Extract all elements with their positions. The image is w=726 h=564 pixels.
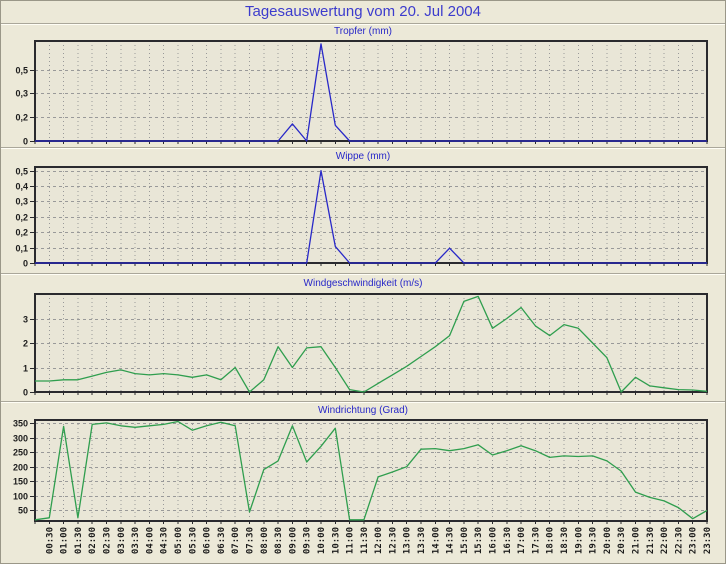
data-line-3 [35,295,708,393]
x-tick-label: 17:00 [517,527,527,554]
plot-area [35,41,707,141]
divider [1,401,725,403]
x-tick-label: 23:30 [703,527,713,554]
chart-title-wippe: Wippe (mm) [335,151,391,162]
y-tick-label: 100 [13,492,28,502]
y-tick-label: 0 [23,388,28,398]
y-tick-label: 0 [23,259,28,269]
x-tick-label: 08:00 [260,527,270,554]
x-tick-label: 05:30 [188,527,198,554]
x-tick-label: 15:00 [460,527,470,554]
x-tick-label: 13:00 [403,527,413,554]
x-tick-label: 14:00 [431,527,441,554]
page-title: Tagesauswertung vom 20. Jul 2004 [245,3,481,20]
x-tick-label: 03:00 [117,527,127,554]
y-tick-label: 0 [23,137,28,147]
x-tick-label: 17:30 [531,527,541,554]
y-tick-label: 300 [13,434,28,444]
x-tick-label: 23:00 [689,527,699,554]
x-tick-label: 22:00 [660,527,670,554]
y-tick-label: 0,2 [15,228,28,238]
y-tick-label: 0,3 [15,197,28,207]
x-tick-label: 12:00 [374,527,384,554]
x-tick-label: 16:30 [503,527,513,554]
data-line-4 [34,420,708,521]
x-tick-label: 11:30 [360,527,370,554]
y-tick-label: 350 [13,419,28,429]
x-tick-label: 08:30 [274,527,284,554]
y-tick-label: 0,5 [15,167,28,177]
x-tick-label: 18:00 [546,527,556,554]
y-tick-label: 0,3 [15,89,28,99]
plot-border [34,293,708,393]
x-tick-label: 09:00 [288,527,298,554]
x-tick-label: 03:30 [131,527,141,554]
x-tick-label: 02:00 [88,527,98,554]
x-tick-label: 22:30 [674,527,684,554]
x-tick-label: 07:00 [231,527,241,554]
y-tick-label: 150 [13,477,28,487]
y-tick-label: 0,2 [15,113,28,123]
x-tick-label: 19:30 [589,527,599,554]
x-tick-label: 20:30 [617,527,627,554]
y-tick-label: 3 [23,315,28,325]
y-tick-label: 50 [18,506,28,516]
x-tick-label: 10:30 [331,527,341,554]
y-tick-label: 0,5 [15,66,28,76]
y-tick-label: 2 [23,339,28,349]
chart-title-windgeschwindigkeit: Windgeschwindigkeit (m/s) [303,278,423,289]
x-tick-label: 13:30 [417,527,427,554]
x-tick-label: 01:00 [60,527,70,554]
plot-border [34,419,708,522]
y-tick-label: 200 [13,463,28,473]
x-tick-label: 20:00 [603,527,613,554]
x-tick-label: 14:30 [446,527,456,554]
chart-title-tropfer: Tropfer (mm) [334,26,392,37]
x-tick-label: 04:30 [160,527,170,554]
x-tick-label: 06:00 [203,527,213,554]
y-tick-label: 1 [23,364,28,374]
divider [1,147,725,149]
x-tick-label: 06:30 [217,527,227,554]
x-tick-label: 01:30 [74,527,84,554]
y-tick-label: 0,2 [15,213,28,223]
x-tick-label: 10:00 [317,527,327,554]
x-tick-label: 18:30 [560,527,570,554]
x-tick-label: 09:30 [303,527,313,554]
chart-title-windrichtung: Windrichtung (Grad) [317,405,409,416]
y-tick-label: 0,1 [15,244,28,254]
x-tick-label: 21:00 [632,527,642,554]
x-tick-label: 07:30 [245,527,255,554]
y-tick-label: 250 [13,448,28,458]
x-tick-label: 04:00 [145,527,155,554]
x-tick-label: 02:30 [102,527,112,554]
x-tick-label: 12:30 [388,527,398,554]
plot-area [35,420,707,521]
data-line-1 [35,43,707,142]
plot-area [35,167,707,263]
x-tick-label: 11:00 [346,527,356,554]
divider [1,23,725,25]
divider [1,273,725,275]
x-tick-label: 16:00 [489,527,499,554]
y-tick-label: 0,4 [15,182,28,192]
x-tick-label: 15:30 [474,527,484,554]
x-tick-label: 05:00 [174,527,184,554]
data-line-2 [35,170,707,264]
x-tick-label: 19:00 [574,527,584,554]
x-tick-label: 00:30 [45,527,55,554]
x-tick-label: 21:30 [646,527,656,554]
